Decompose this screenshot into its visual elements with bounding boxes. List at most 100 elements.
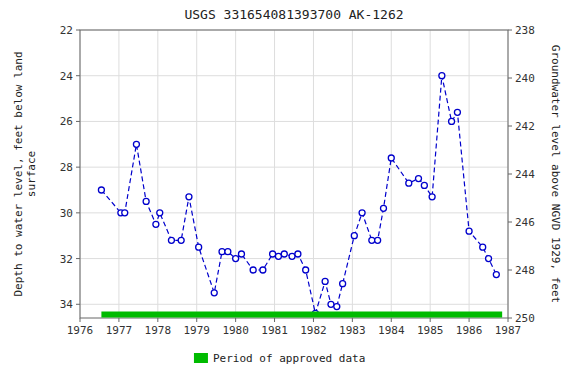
y-grid-line xyxy=(80,212,508,213)
x-tick-label: 1978 xyxy=(145,324,172,337)
point xyxy=(133,141,139,147)
point xyxy=(334,304,340,310)
x-tick-label: 1976 xyxy=(67,324,94,337)
y-tick xyxy=(76,167,80,168)
point xyxy=(238,251,244,257)
point xyxy=(196,244,202,250)
title: USGS 331654081393700 AK-1262 xyxy=(184,7,403,22)
point xyxy=(153,221,159,227)
y-tick-label: 32 xyxy=(60,253,73,266)
point xyxy=(281,251,287,257)
y-tick xyxy=(76,75,80,76)
point xyxy=(219,249,225,255)
y-grid-line xyxy=(80,167,508,168)
x-grid-line xyxy=(430,30,431,318)
x-tick xyxy=(430,318,431,322)
point xyxy=(359,210,365,216)
x-tick-label: 1980 xyxy=(222,324,249,337)
x-grid-line xyxy=(352,30,353,318)
point xyxy=(225,249,231,255)
y2-tick xyxy=(508,30,512,31)
point xyxy=(429,194,435,200)
point xyxy=(143,198,149,204)
x-grid-line xyxy=(469,30,470,318)
point xyxy=(375,237,381,243)
x-tick xyxy=(508,318,509,322)
y-tick xyxy=(76,258,80,259)
grid xyxy=(80,30,508,318)
y2-tick xyxy=(508,78,512,79)
point xyxy=(351,233,357,239)
y2-tick-label: 240 xyxy=(515,72,535,85)
y-tick xyxy=(76,121,80,122)
plot-frame xyxy=(80,30,508,318)
approved-period-bar xyxy=(101,312,502,318)
point xyxy=(98,187,104,193)
point xyxy=(454,109,460,115)
x-grid-line xyxy=(196,30,197,318)
y-axis-label-line: Depth to water level, feet below land xyxy=(12,51,25,296)
ticks: 1976197719781979198019811982198319841985… xyxy=(60,24,535,337)
x-grid-line xyxy=(118,30,119,318)
point xyxy=(260,267,266,273)
point xyxy=(486,256,492,262)
y-tick-label: 28 xyxy=(60,161,73,174)
background xyxy=(0,0,576,384)
x-grid-line xyxy=(235,30,236,318)
point xyxy=(295,251,301,257)
y2-tick xyxy=(508,222,512,223)
x-grid-line xyxy=(274,30,275,318)
point xyxy=(439,73,445,79)
y-tick-label: 30 xyxy=(60,207,73,220)
point xyxy=(122,210,128,216)
point xyxy=(340,281,346,287)
x-tick-label: 1987 xyxy=(495,324,522,337)
point xyxy=(178,237,184,243)
x-tick xyxy=(157,318,158,322)
point xyxy=(289,253,295,259)
x-tick-label: 1983 xyxy=(339,324,366,337)
point xyxy=(449,118,455,124)
x-tick-label: 1979 xyxy=(183,324,210,337)
y-tick xyxy=(76,212,80,213)
x-grid-line xyxy=(391,30,392,318)
y-grid-line xyxy=(80,304,508,305)
y2-tick xyxy=(508,174,512,175)
x-tick-label: 1985 xyxy=(417,324,444,337)
y-tick xyxy=(76,304,80,305)
x-tick xyxy=(391,318,392,322)
y-tick-label: 34 xyxy=(60,298,74,311)
point xyxy=(303,267,309,273)
point xyxy=(380,205,386,211)
y2-tick-label: 238 xyxy=(515,24,535,37)
y2-axis-label: Groundwater level above NGVD 1929, feet xyxy=(549,45,562,303)
y-axis-label-line: surface xyxy=(25,151,38,197)
y-tick xyxy=(76,30,80,31)
point xyxy=(480,244,486,250)
y-tick-label: 24 xyxy=(60,70,74,83)
point xyxy=(416,176,422,182)
y2-tick-label: 248 xyxy=(515,264,535,277)
point xyxy=(211,290,217,296)
point xyxy=(186,194,192,200)
point xyxy=(233,256,239,262)
point xyxy=(168,237,174,243)
x-grid-line xyxy=(313,30,314,318)
y-tick-label: 22 xyxy=(60,24,73,37)
point xyxy=(466,228,472,234)
x-tick xyxy=(274,318,275,322)
y2-tick-label: 246 xyxy=(515,216,535,229)
series-line xyxy=(101,76,496,314)
x-tick xyxy=(118,318,119,322)
y2-tick xyxy=(508,270,512,271)
y2-tick-label: 242 xyxy=(515,120,535,133)
x-tick xyxy=(313,318,314,322)
x-tick xyxy=(196,318,197,322)
x-tick xyxy=(469,318,470,322)
point xyxy=(270,251,276,257)
point xyxy=(388,155,394,161)
point xyxy=(493,272,499,278)
x-grid-line xyxy=(157,30,158,318)
x-tick-label: 1982 xyxy=(300,324,327,337)
y-grid-line xyxy=(80,121,508,122)
